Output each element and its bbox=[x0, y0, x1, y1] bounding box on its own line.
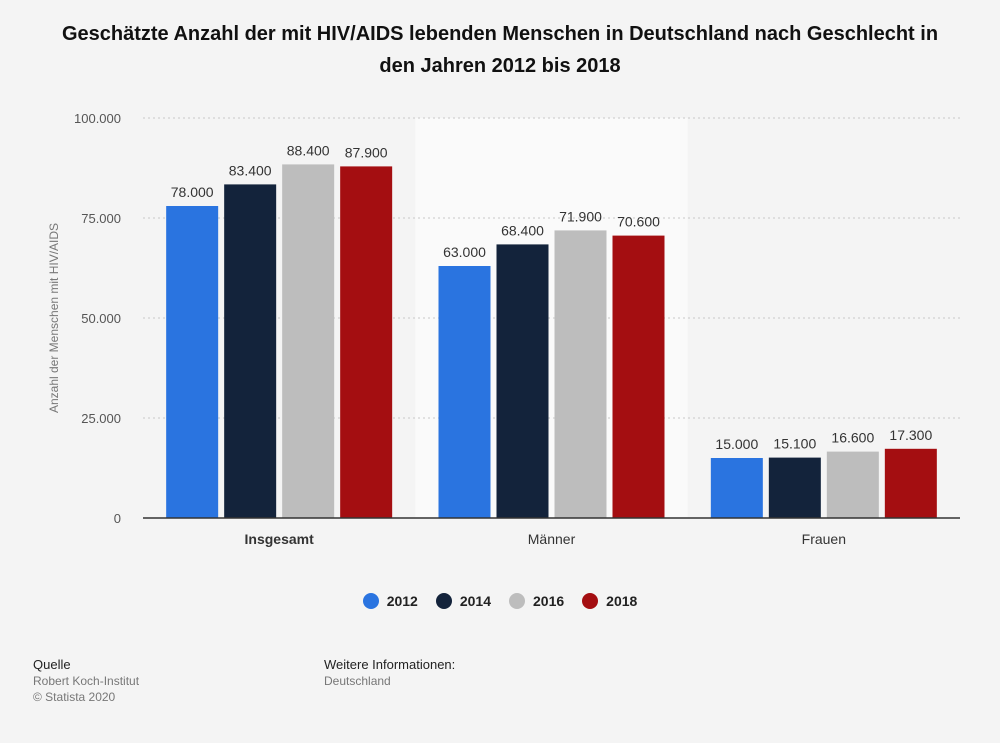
data-label: 83.400 bbox=[229, 162, 272, 178]
x-tick-label: Frauen bbox=[802, 531, 846, 547]
y-tick-label: 50.000 bbox=[81, 311, 121, 326]
data-label: 71.900 bbox=[559, 208, 602, 224]
data-label: 68.400 bbox=[501, 222, 544, 238]
bar bbox=[224, 184, 277, 518]
info-line-1[interactable]: Deutschland bbox=[324, 674, 391, 688]
y-tick-label: 75.000 bbox=[81, 211, 121, 226]
data-label: 15.100 bbox=[773, 436, 816, 452]
data-label: 15.000 bbox=[715, 436, 758, 452]
legend-label: 2014 bbox=[459, 593, 491, 609]
bar bbox=[554, 230, 607, 518]
y-tick-label: 0 bbox=[114, 511, 121, 526]
data-label: 88.400 bbox=[287, 142, 330, 158]
data-label: 87.900 bbox=[345, 144, 388, 160]
y-tick-label: 25.000 bbox=[81, 411, 121, 426]
bar bbox=[710, 458, 763, 518]
chart-title: Geschätzte Anzahl der mit HIV/AIDS leben… bbox=[61, 23, 939, 77]
source-line-1[interactable]: Robert Koch-Institut bbox=[33, 674, 140, 688]
legend-label: 2018 bbox=[606, 593, 638, 609]
legend-label: 2016 bbox=[533, 593, 565, 609]
bar bbox=[496, 244, 549, 518]
data-label: 78.000 bbox=[171, 184, 214, 200]
bar bbox=[438, 266, 491, 518]
x-tick-label: Männer bbox=[528, 531, 576, 547]
bar bbox=[340, 166, 393, 518]
data-label: 63.000 bbox=[443, 244, 486, 260]
source-block: Quelle Robert Koch-Institut © Statista 2… bbox=[33, 657, 139, 705]
source-line-2: © Statista 2020 bbox=[33, 690, 116, 704]
legend-label: 2012 bbox=[386, 593, 418, 609]
legend-item[interactable]: 2018 bbox=[582, 593, 637, 609]
y-tick-label: 100.000 bbox=[74, 111, 121, 126]
legend-marker bbox=[509, 593, 525, 609]
info-heading: Weitere Informationen: bbox=[324, 657, 456, 672]
y-axis-title: Anzahl der Menschen mit HIV/AIDS bbox=[47, 223, 61, 413]
legend-marker bbox=[435, 593, 452, 609]
bar bbox=[166, 206, 219, 518]
source-heading: Quelle bbox=[33, 657, 71, 672]
legend-marker bbox=[362, 593, 379, 609]
legend-item[interactable]: 2016 bbox=[509, 593, 564, 609]
data-label: 70.600 bbox=[617, 214, 660, 230]
x-tick-label: Insgesamt bbox=[245, 531, 315, 547]
bar bbox=[768, 457, 821, 518]
data-label: 17.300 bbox=[889, 427, 932, 443]
bar bbox=[884, 448, 937, 518]
info-block: Weitere Informationen: Deutschland bbox=[324, 657, 455, 689]
bar bbox=[826, 451, 879, 518]
legend-marker bbox=[582, 593, 599, 609]
legend: 2012 2014 2016 2018 bbox=[0, 593, 1000, 609]
data-label: 16.600 bbox=[831, 430, 874, 446]
legend-item[interactable]: 2012 bbox=[362, 593, 418, 609]
bar bbox=[612, 235, 665, 518]
bar-chart: 0 25.000 50.000 75.000 100.000 Anzahl der Men… bbox=[47, 111, 960, 547]
legend-item[interactable]: 2014 bbox=[435, 593, 491, 609]
bar bbox=[282, 164, 335, 518]
